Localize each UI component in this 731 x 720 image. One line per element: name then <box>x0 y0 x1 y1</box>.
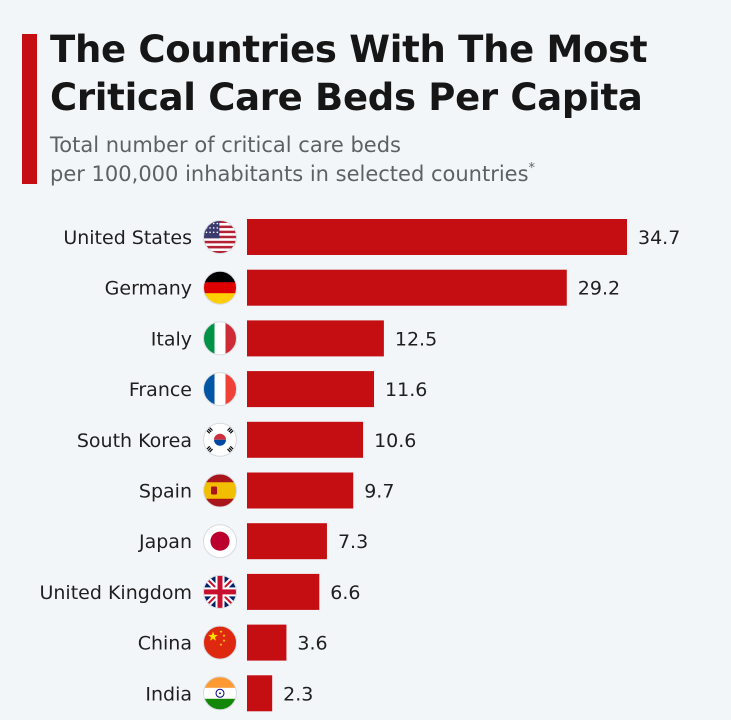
bar-row: United Kingdom 6.6 <box>39 573 360 610</box>
value-label: 34.7 <box>638 227 680 249</box>
category-label: China <box>138 633 192 655</box>
category-label: India <box>145 683 192 705</box>
bar <box>247 269 567 306</box>
bar-row: Italy 12.5 <box>151 320 437 357</box>
category-label: United Kingdom <box>39 582 192 604</box>
subtitle-line-1: Total number of critical care beds <box>50 133 401 157</box>
us-flag-icon <box>203 220 237 254</box>
category-label: Italy <box>151 328 192 350</box>
bar <box>247 675 273 712</box>
bar-row: France 11.6 <box>129 371 427 408</box>
uk-flag-icon <box>203 574 237 609</box>
india-flag-icon <box>203 676 237 711</box>
category-label: South Korea <box>77 430 192 452</box>
bar-row: South Korea 10.6 <box>77 421 416 458</box>
title-accent-bar <box>22 34 37 184</box>
germany-flag-icon <box>203 270 237 305</box>
value-label: 6.6 <box>330 582 360 604</box>
bar <box>247 472 354 509</box>
bar-chart: United States 34.7 Germany 29.2 Italy 12.5 Fra… <box>39 219 680 712</box>
value-label: 7.3 <box>338 531 368 553</box>
category-label: Germany <box>105 278 192 300</box>
bar <box>247 573 320 610</box>
bar <box>247 219 627 255</box>
category-label: France <box>129 379 192 401</box>
value-label: 12.5 <box>395 328 437 350</box>
bar <box>247 624 287 661</box>
italy-flag-icon <box>203 321 237 356</box>
bar <box>247 371 375 408</box>
subtitle-line-2: per 100,000 inhabitants in selected coun… <box>50 160 650 189</box>
value-label: 11.6 <box>385 379 427 401</box>
bar-row: China 3.6 <box>138 624 328 661</box>
footnote-mark: * <box>528 161 536 176</box>
chart-subtitle: Total number of critical care beds per 1… <box>50 131 650 189</box>
bar <box>247 421 364 458</box>
value-label: 3.6 <box>297 633 327 655</box>
value-label: 2.3 <box>283 683 313 705</box>
bar-row: India 2.3 <box>145 675 313 712</box>
bar-row: Japan 7.3 <box>138 523 368 560</box>
subtitle-line-2-text: per 100,000 inhabitants in selected coun… <box>50 162 529 186</box>
china-flag-icon <box>203 625 237 660</box>
bar <box>247 523 327 560</box>
value-label: 10.6 <box>374 430 416 452</box>
value-label: 29.2 <box>578 278 620 300</box>
value-label: 9.7 <box>364 481 394 503</box>
chart-title: The Countries With The Most Critical Car… <box>50 28 648 119</box>
category-label: Japan <box>138 531 192 553</box>
category-label: Spain <box>139 481 192 503</box>
bar <box>247 320 384 357</box>
japan-flag-icon <box>203 524 237 559</box>
south-korea-flag-icon <box>203 422 237 457</box>
category-label: United States <box>63 227 192 249</box>
bar-row: Spain 9.7 <box>139 472 394 509</box>
france-flag-icon <box>203 372 237 407</box>
bar-row: United States 34.7 <box>63 219 680 255</box>
bar-row: Germany 29.2 <box>105 269 620 306</box>
spain-flag-icon <box>203 473 237 508</box>
